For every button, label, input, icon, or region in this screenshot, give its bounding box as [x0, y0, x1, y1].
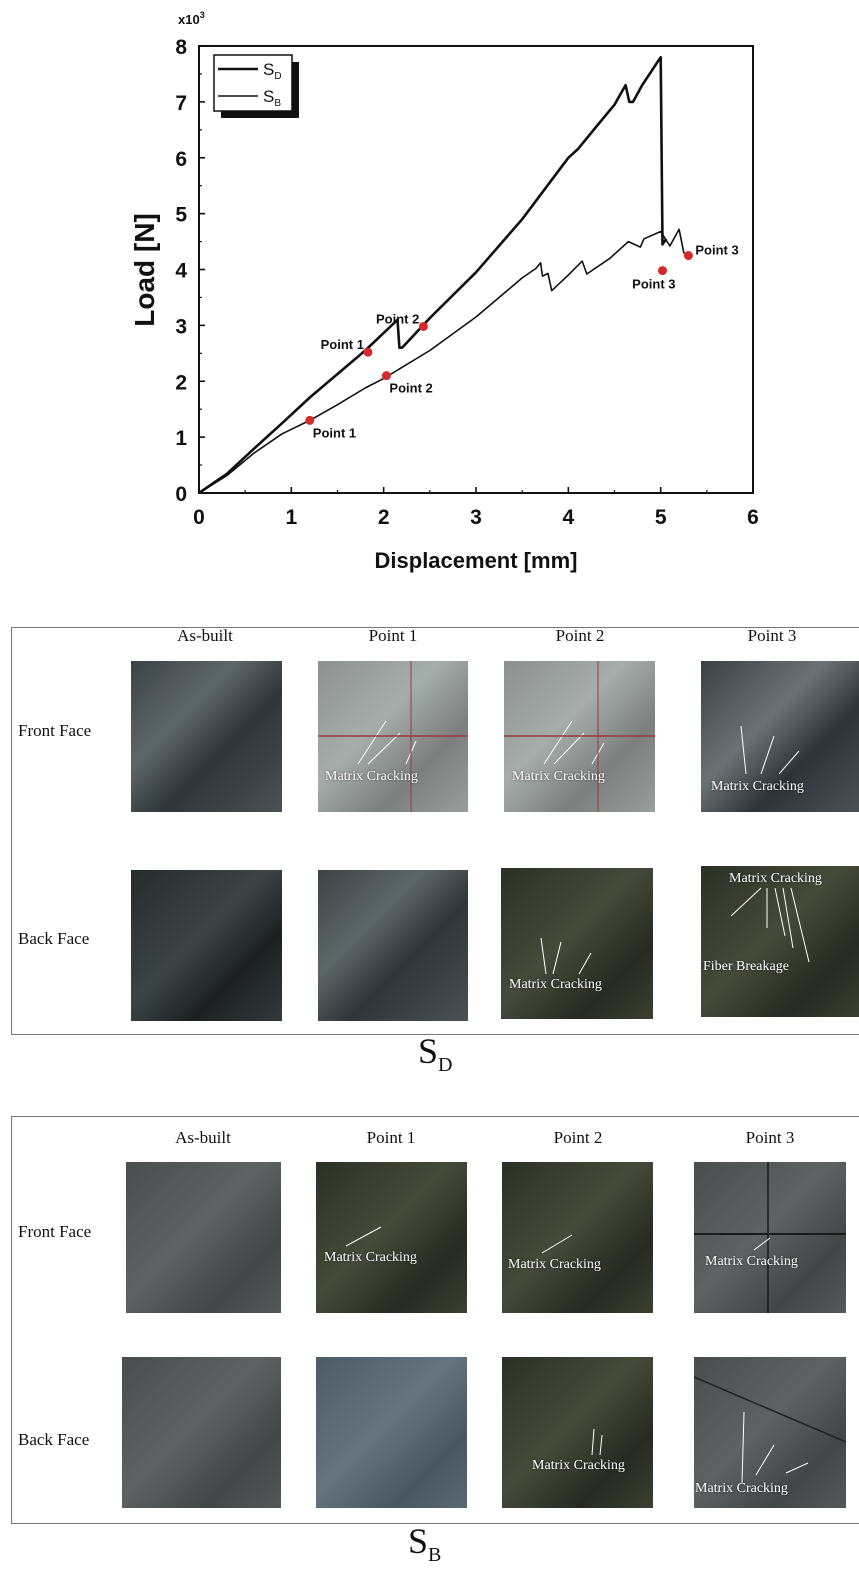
photo-sb-back-point-1: [316, 1357, 467, 1508]
photo-sd-back-point-1: [318, 870, 468, 1021]
point-marker: [683, 251, 693, 261]
col-head-point-2: Point 2: [553, 1128, 603, 1147]
annotation-matrix-cracking: Matrix Cracking: [711, 779, 804, 794]
point-label: Point 2: [376, 311, 419, 326]
x-tick-label: 5: [655, 506, 667, 529]
y-tick-label: 1: [175, 427, 187, 450]
point-label: Point 1: [313, 425, 356, 440]
x-tick-label: 1: [285, 506, 297, 529]
annotation-matrix-cracking: Matrix Cracking: [512, 769, 605, 784]
photo-sb-front-point-1: Matrix Cracking: [316, 1162, 467, 1313]
col-head-point-3: Point 3: [747, 626, 797, 645]
annotation-matrix-cracking: Matrix Cracking: [325, 769, 418, 784]
y-tick-label: 4: [175, 260, 187, 283]
x-axis-title: Displacement [mm]: [375, 548, 578, 573]
point-marker: [363, 347, 373, 357]
col-head-point-1: Point 1: [366, 1128, 416, 1147]
x-tick-label: 2: [378, 506, 390, 529]
annotation-matrix-cracking: Matrix Cracking: [532, 1458, 625, 1473]
y-tick-label: 6: [175, 148, 187, 171]
markers-layer: Point 1 Point 2 Point 1 Point 2 Point 3 Point…: [305, 243, 739, 440]
point-label: Point 3: [695, 243, 738, 258]
row-head-front-face: Front Face: [18, 1222, 92, 1241]
y-tick-label: 8: [175, 36, 187, 59]
x-tick-label: 0: [193, 506, 205, 529]
photo-sb-back-point-3: Matrix Cracking: [694, 1357, 846, 1508]
col-head-point-3: Point 3: [745, 1128, 795, 1147]
x-tick-label: 6: [747, 506, 759, 529]
photo-sd-back-as-built: [131, 870, 282, 1021]
annotation-fiber-breakage: Fiber Breakage: [703, 959, 789, 974]
photo-sd-front-as-built: [131, 661, 282, 812]
y-tick-label: 2: [175, 371, 187, 394]
x-tick-label: 4: [562, 506, 574, 529]
y-multiplier-label: x103: [178, 10, 205, 27]
annotation-matrix-cracking: Matrix Cracking: [508, 1257, 601, 1272]
point-marker: [305, 415, 315, 425]
annotation-matrix-cracking: Matrix Cracking: [324, 1250, 417, 1265]
y-tick-label: 7: [175, 92, 187, 115]
photo-sd-front-point-2: Matrix Cracking: [504, 661, 655, 812]
point-label: Point 1: [321, 337, 364, 352]
col-head-point-2: Point 2: [555, 626, 605, 645]
row-head-back-face: Back Face: [18, 929, 90, 948]
annotation-matrix-cracking: Matrix Cracking: [729, 871, 822, 886]
col-head-point-1: Point 1: [368, 626, 418, 645]
photo-sd-back-point-2: Matrix Cracking: [501, 868, 653, 1019]
col-head-as-built: As-built: [175, 1128, 231, 1147]
panel-sb: As-built Point 1 Point 2 Point 3 Front F…: [11, 1116, 859, 1524]
photo-sd-front-point-3: Matrix Cracking: [701, 661, 859, 812]
y-axis-title: Load [N]: [129, 213, 160, 327]
photo-sb-front-point-3: Matrix Cracking: [694, 1162, 846, 1313]
row-head-back-face: Back Face: [18, 1430, 90, 1449]
panel-sd: As-built Point 1 Point 2 Point 3 Front F…: [11, 626, 859, 1035]
y-tick-label: 3: [175, 315, 187, 338]
row-head-front-face: Front Face: [18, 721, 92, 740]
series-line-sb: [198, 228, 689, 494]
photo-sb-front-point-2: Matrix Cracking: [502, 1162, 653, 1313]
axis-ticks: 0 1 2 3 4 5 6 0 1 2 3 4 5 6 7 8: [175, 36, 759, 529]
annotation-matrix-cracking: Matrix Cracking: [695, 1481, 788, 1496]
y-tick-label: 5: [175, 204, 187, 227]
point-label: Point 2: [389, 381, 432, 396]
photo-sb-back-point-2: Matrix Cracking: [502, 1357, 653, 1508]
annotation-matrix-cracking: Matrix Cracking: [509, 977, 602, 992]
photo-sb-front-as-built: [126, 1162, 281, 1313]
series-line-sd: [198, 55, 668, 495]
photo-sd-front-point-1: Matrix Cracking: [318, 661, 468, 812]
point-marker: [381, 371, 391, 381]
photo-sd-back-point-3: Matrix Cracking Fiber Breakage: [701, 866, 859, 1017]
series-layer: [198, 55, 689, 495]
point-label: Point 3: [632, 277, 675, 292]
photo-sb-back-as-built: [122, 1357, 281, 1508]
caption-sd: SD: [418, 1031, 453, 1077]
y-tick-label: 0: [175, 483, 187, 506]
col-head-as-built: As-built: [177, 626, 233, 645]
x-tick-label: 3: [470, 506, 482, 529]
legend-label-sd: SD: [263, 60, 282, 82]
caption-sb: SB: [408, 1521, 442, 1567]
legend-label-sb: SB: [263, 87, 281, 109]
point-marker: [658, 266, 668, 276]
legend: SD SB: [213, 54, 299, 118]
annotation-matrix-cracking: Matrix Cracking: [705, 1254, 798, 1269]
point-marker: [418, 321, 428, 331]
